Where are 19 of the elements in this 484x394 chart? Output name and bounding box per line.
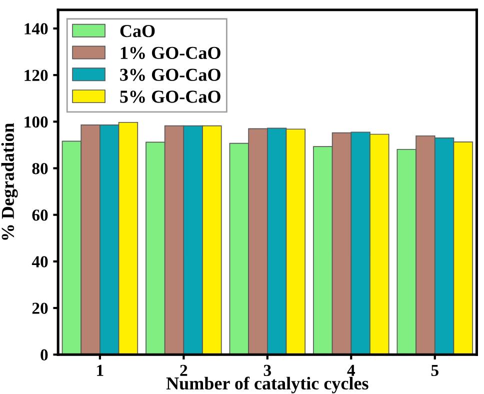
y-tick-label: 120 <box>24 70 48 82</box>
x-tick-label: 4 <box>347 364 355 376</box>
legend-label: 3% GO-CaO <box>120 68 220 81</box>
x-tick-label: 1 <box>97 364 104 376</box>
x-tick-label: 3 <box>264 364 272 376</box>
y-tick-label: 20 <box>32 302 48 314</box>
legend-label: 1% GO-CaO <box>120 46 220 60</box>
x-tick-label: 2 <box>180 364 188 376</box>
legend-label: 5% GO-CaO <box>120 90 220 103</box>
x-axis-title: Number of catalytic cycles <box>166 376 368 394</box>
y-tick-label: 100 <box>24 116 48 128</box>
y-tick-label: 60 <box>32 210 48 221</box>
y-tick-label: 140 <box>24 23 48 34</box>
legend-label: CaO <box>120 24 155 38</box>
y-tick-label: 80 <box>32 162 48 174</box>
x-tick-label: 5 <box>431 364 438 376</box>
y-tick-label: 0 <box>40 349 48 361</box>
y-axis-title: % Degradation <box>1 123 18 240</box>
y-tick-label: 40 <box>32 256 48 268</box>
